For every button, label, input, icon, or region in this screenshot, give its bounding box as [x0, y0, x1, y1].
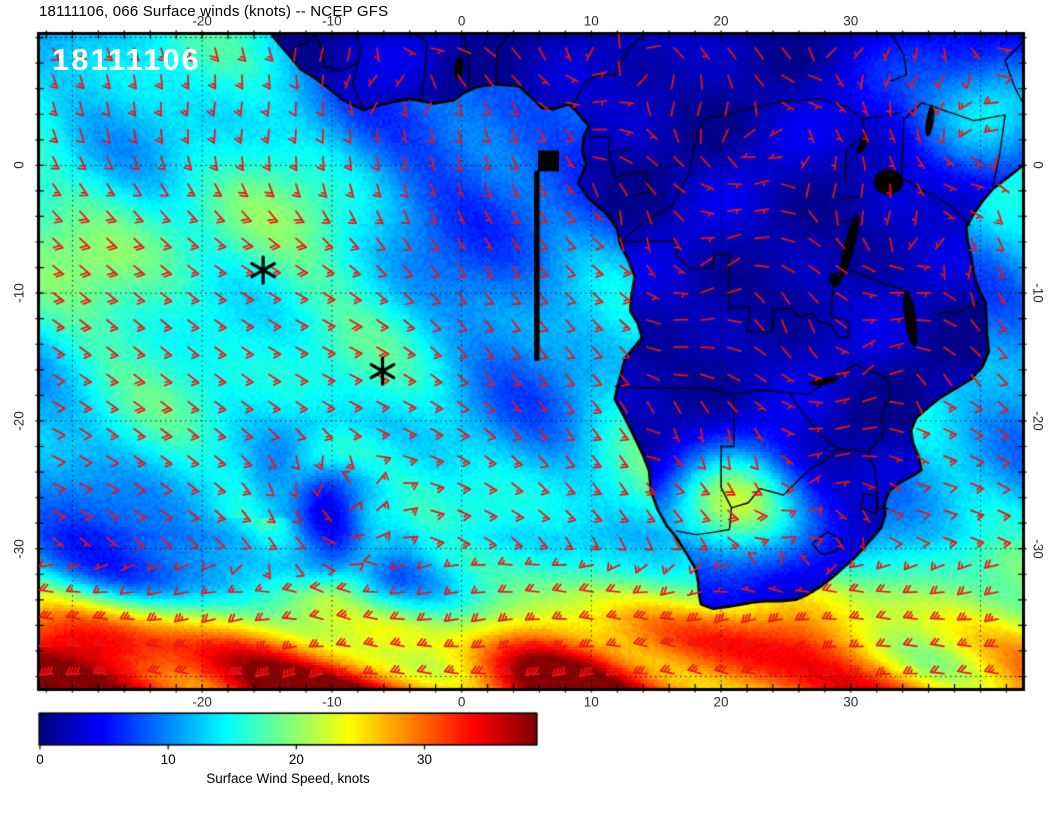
lat-tick-label-left: -10	[11, 283, 27, 303]
lat-tick-label-right: -10	[1030, 283, 1046, 303]
lon-tick-label-top: -20	[192, 13, 212, 29]
colorbar-tick-label: 20	[288, 752, 304, 767]
lon-tick-label-top: 20	[713, 13, 729, 29]
lat-tick-label-left: 0	[11, 161, 27, 170]
map-run-timestamp: 18111106	[52, 42, 201, 77]
lon-tick-label-top: 30	[843, 13, 859, 29]
lon-tick-label-bottom: -10	[322, 694, 342, 710]
lon-tick-label-top: 10	[583, 13, 599, 29]
lat-tick-label-right: 0	[1030, 161, 1046, 170]
lon-tick-label-top: 0	[457, 13, 466, 29]
colorbar-label: Surface Wind Speed, knots	[206, 771, 370, 786]
lon-tick-label-top: -10	[322, 13, 342, 29]
plot-title: 18111106, 066 Surface winds (knots) -- N…	[39, 3, 389, 20]
lat-tick-label-left: -30	[11, 538, 27, 559]
colorbar-tick-label: 30	[416, 752, 432, 767]
lon-tick-label-bottom: 30	[843, 694, 859, 710]
lat-tick-label-right: -20	[1030, 411, 1046, 431]
colorbar-tick-label: 0	[36, 752, 44, 767]
lat-tick-label-right: -30	[1030, 538, 1046, 559]
lon-tick-label-bottom: -20	[192, 694, 212, 710]
lon-tick-label-bottom: 20	[713, 694, 729, 710]
colorbar-tick-label: 10	[160, 752, 176, 767]
lat-tick-label-left: -20	[11, 411, 27, 431]
lon-tick-label-bottom: 0	[457, 694, 466, 710]
lon-tick-label-bottom: 10	[583, 694, 599, 710]
